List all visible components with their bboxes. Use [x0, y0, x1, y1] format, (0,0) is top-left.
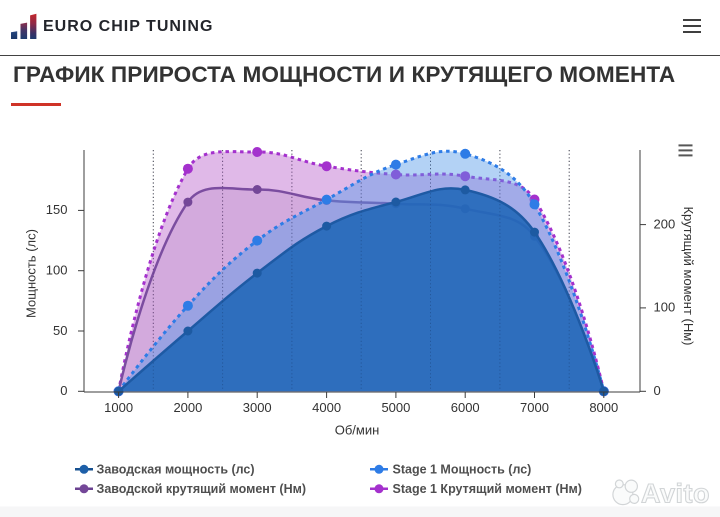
svg-text:5000: 5000: [381, 400, 410, 415]
svg-text:8000: 8000: [589, 400, 618, 415]
svg-text:0: 0: [654, 383, 661, 398]
svg-text:0: 0: [60, 383, 67, 398]
svg-text:6000: 6000: [451, 400, 480, 415]
svg-text:Avito: Avito: [641, 478, 710, 508]
svg-text:Stage 1 Крутящий момент (Нм): Stage 1 Крутящий момент (Нм): [393, 482, 582, 496]
svg-text:Заводская мощность (лс): Заводская мощность (лс): [97, 463, 255, 477]
svg-text:7000: 7000: [520, 400, 549, 415]
svg-text:50: 50: [53, 323, 67, 338]
svg-text:1000: 1000: [104, 400, 133, 415]
svg-text:4000: 4000: [312, 400, 341, 415]
svg-text:Заводской крутящий момент (Нм): Заводской крутящий момент (Нм): [97, 482, 307, 496]
svg-text:Stage 1 Мощность (лс): Stage 1 Мощность (лс): [393, 463, 532, 477]
svg-text:150: 150: [46, 202, 68, 217]
svg-text:3000: 3000: [243, 400, 272, 415]
svg-text:Об/мин: Об/мин: [335, 423, 380, 438]
svg-text:200: 200: [654, 216, 676, 231]
svg-text:Крутящий момент (Нм): Крутящий момент (Нм): [681, 206, 696, 345]
svg-text:Мощность (лс): Мощность (лс): [24, 229, 39, 318]
svg-text:100: 100: [654, 300, 676, 315]
svg-text:2000: 2000: [173, 400, 202, 415]
svg-text:100: 100: [46, 263, 68, 278]
